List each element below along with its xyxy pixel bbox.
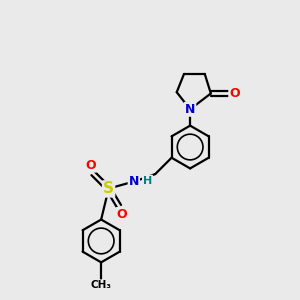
Text: S: S [103, 182, 114, 196]
Text: CH₃: CH₃ [91, 280, 112, 290]
Text: N: N [185, 103, 195, 116]
Text: N: N [129, 175, 139, 188]
Text: O: O [229, 87, 240, 100]
Text: O: O [85, 159, 96, 172]
Text: H: H [143, 176, 152, 186]
Text: O: O [117, 208, 127, 221]
